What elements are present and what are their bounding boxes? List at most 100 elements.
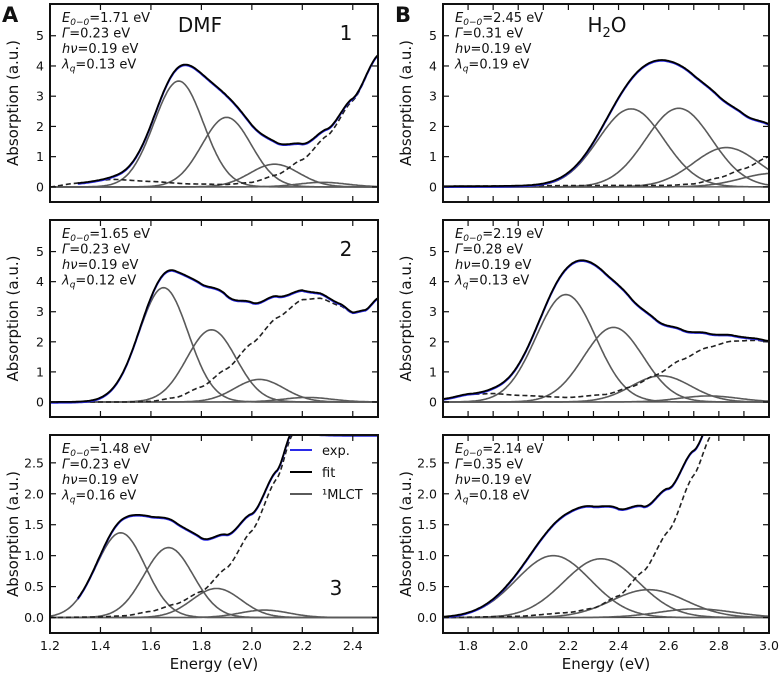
- y-tick-label: 1: [429, 364, 437, 379]
- x-tick-label: 2.4: [343, 638, 363, 653]
- legend-mlct-label: ¹MLCT: [322, 488, 363, 503]
- mlct-component-1: [443, 554, 769, 619]
- y-tick-label: 1: [429, 149, 437, 164]
- plot-area: [443, 435, 769, 619]
- x-tick-label: 2.0: [242, 638, 262, 653]
- param-name: hν: [62, 258, 78, 273]
- x-tick-label: 2.2: [292, 638, 312, 653]
- param-name: λ: [454, 58, 463, 73]
- param-value: =0.23 eV: [69, 243, 130, 258]
- param-name: hν: [62, 42, 78, 57]
- y-tick-label: 2.0: [24, 486, 44, 501]
- param-subscript: q: [463, 496, 469, 506]
- fit-parameter: Γ=0.31 eV: [455, 27, 523, 42]
- fit-parameter: Γ=0.28 eV: [455, 243, 523, 258]
- param-value: =0.28 eV: [462, 243, 523, 258]
- fit-parameter: λq=0.19 eV: [454, 58, 529, 75]
- fit-parameter: hν=0.19 eV: [62, 473, 138, 488]
- legend: exp. fit ¹MLCT: [290, 444, 363, 503]
- fit-parameter: hν=0.19 eV: [62, 42, 138, 57]
- panel-a3: 0.0 0.5 1.0 1.5 2.0 2.5 1.2 1.4 1.6 1.8 2.0 2.2 2.4 E…: [4, 434, 379, 673]
- panel-number: 2: [340, 237, 353, 261]
- fit-parameter: Γ=0.23 eV: [62, 27, 130, 42]
- plot-area: [443, 59, 769, 188]
- param-name: Γ: [62, 27, 71, 42]
- fit-curve: [77, 54, 378, 184]
- panel-number: 3: [330, 576, 343, 600]
- param-value: =0.35 eV: [462, 458, 523, 473]
- y-tick-label: 1.0: [24, 548, 44, 563]
- y-tick-label: 3: [429, 89, 437, 104]
- exp-curve: [50, 270, 378, 404]
- param-value: =0.16 eV: [75, 489, 136, 504]
- fit-parameter: hν=0.19 eV: [455, 473, 531, 488]
- param-value: =0.13 eV: [75, 58, 136, 73]
- fit-parameter: hν=0.19 eV: [62, 258, 138, 273]
- y-tick-label: 2.5: [24, 455, 44, 470]
- panel-number: 1: [340, 21, 353, 45]
- x-tick-label: 2.4: [609, 638, 629, 653]
- fit-curve: [443, 259, 769, 400]
- param-name: λ: [61, 489, 70, 504]
- mlct-component-2: [443, 558, 769, 619]
- y-tick-label: 3: [36, 304, 44, 319]
- mlct-component-2: [50, 328, 378, 403]
- param-subscript: 0−0: [463, 449, 482, 459]
- param-name: hν: [62, 473, 78, 488]
- mlct-component-2: [443, 326, 769, 403]
- y-tick-label: 2: [429, 334, 437, 349]
- param-subscript: 0−0: [70, 234, 89, 244]
- param-name: λ: [61, 274, 70, 289]
- solvent-label-dmf: DMF: [178, 13, 222, 37]
- fit-parameter: Γ=0.23 eV: [62, 243, 130, 258]
- fit-parameter: E0−0=2.45 eV: [455, 11, 543, 28]
- background-dashed-curve: [50, 297, 378, 403]
- mlct-component-1: [50, 286, 378, 403]
- y-tick-label: 0: [429, 179, 437, 194]
- x-tick-label: 1.6: [141, 638, 161, 653]
- param-name: Γ: [62, 458, 71, 473]
- y-axis-label: Absorption (a.u.): [4, 40, 22, 166]
- legend-exp-label: exp.: [322, 444, 350, 459]
- fit-parameter: Γ=0.35 eV: [455, 458, 523, 473]
- param-subscript: q: [70, 496, 76, 506]
- param-name: λ: [454, 274, 463, 289]
- solvent-label-h2o: H2O: [587, 13, 626, 41]
- mlct-component-3: [443, 146, 769, 188]
- background-dashed-curve: [443, 155, 769, 188]
- mlct-component-4: [50, 396, 378, 403]
- fit-parameter: E0−0=2.19 eV: [455, 227, 543, 244]
- panel-letter-b: B: [395, 3, 411, 27]
- y-tick-label: 5: [429, 28, 437, 43]
- fit-parameter: λq=0.18 eV: [454, 489, 529, 506]
- panel-b3: 0.0 0.5 1.0 1.5 2.0 2.5 1.8 2.0 2.2 2.4 2.6 2.8 3.0 E…: [397, 434, 779, 673]
- y-axis-label: Absorption (a.u.): [397, 256, 415, 382]
- y-tick-label: 1: [36, 149, 44, 164]
- y-tick-label: 5: [36, 28, 44, 43]
- y-axis-label: Absorption (a.u.): [397, 471, 415, 597]
- param-name: λ: [454, 489, 463, 504]
- panel-letter-a: A: [2, 3, 19, 27]
- param-value: =2.19 eV: [482, 227, 543, 242]
- param-value: =0.19 eV: [78, 473, 139, 488]
- plot-area: [443, 259, 769, 403]
- y-tick-label: 0: [36, 394, 44, 409]
- legend-fit-label: fit: [322, 466, 335, 481]
- fit-parameter: Γ=0.23 eV: [62, 458, 130, 473]
- param-value: =0.12 eV: [75, 274, 136, 289]
- param-value: =0.19 eV: [78, 258, 139, 273]
- param-name: λ: [61, 58, 70, 73]
- exp-curve: [77, 55, 378, 185]
- fit-curve: [50, 269, 378, 403]
- y-tick-label: 1.5: [24, 517, 44, 532]
- param-name: hν: [455, 42, 471, 57]
- y-tick-label: 0.0: [417, 610, 437, 625]
- fit-curve: [443, 435, 704, 618]
- param-subscript: q: [463, 65, 469, 75]
- param-name: Γ: [455, 458, 464, 473]
- plot-area: [50, 269, 378, 404]
- param-value: =0.19 eV: [471, 42, 532, 57]
- param-value: =0.19 eV: [468, 58, 529, 73]
